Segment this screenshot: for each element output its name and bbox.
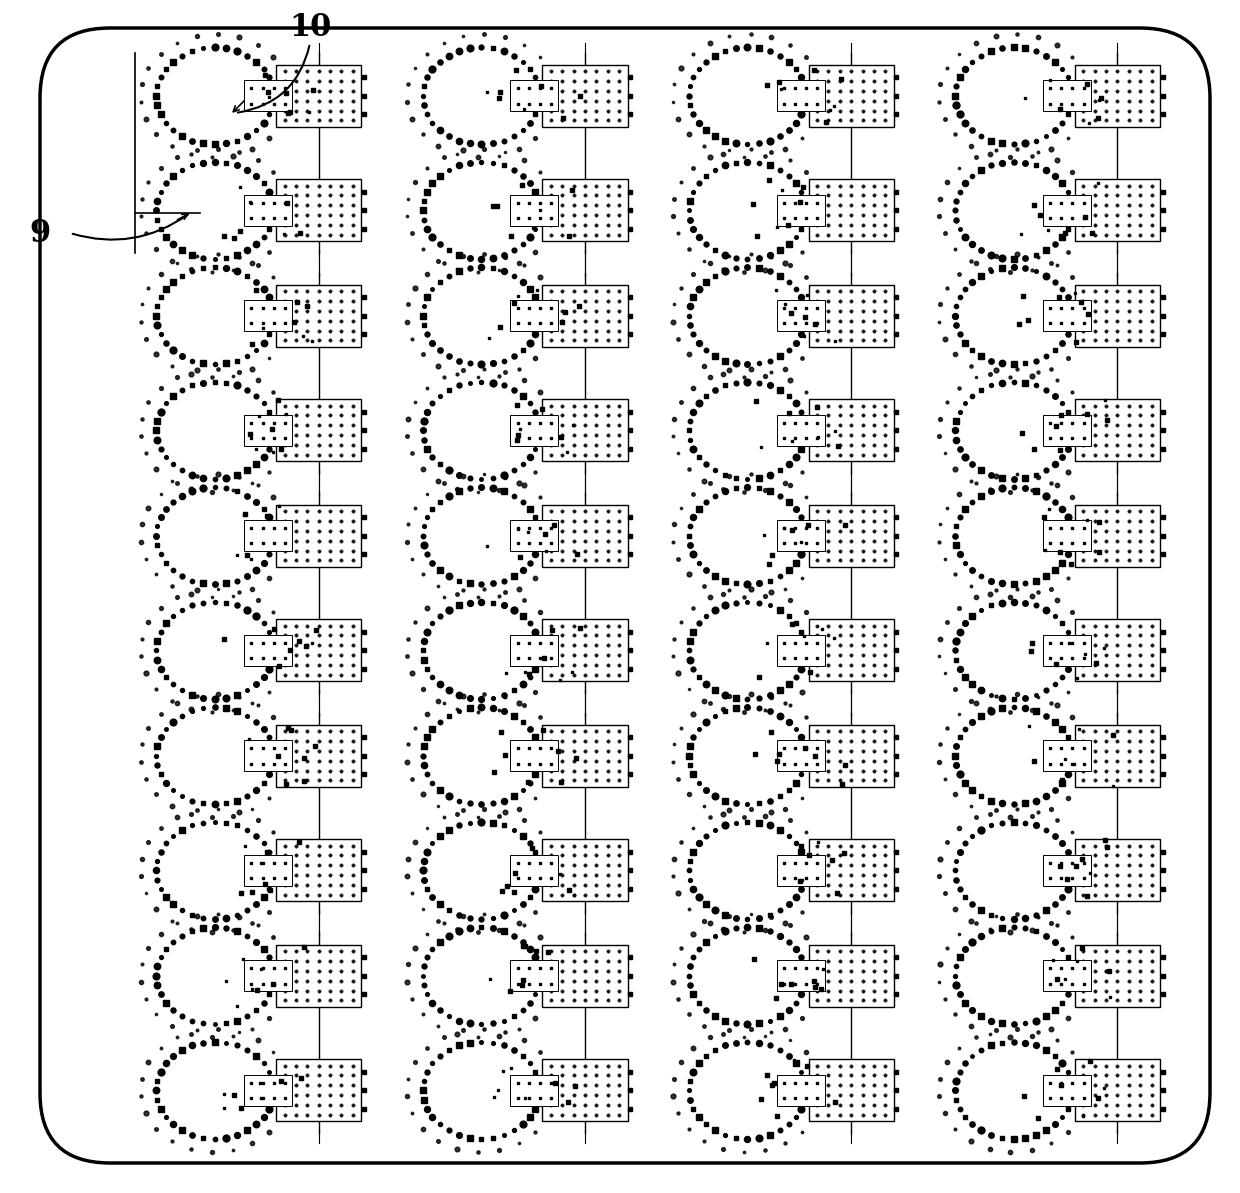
Bar: [511, 741, 558, 771]
Bar: [776, 301, 825, 332]
Bar: [1075, 400, 1161, 460]
Bar: [244, 194, 293, 225]
Bar: [1043, 415, 1091, 446]
Bar: [776, 741, 825, 771]
Bar: [277, 840, 361, 901]
Bar: [244, 635, 293, 666]
Bar: [511, 194, 558, 225]
Bar: [808, 725, 894, 786]
Bar: [244, 741, 293, 771]
Bar: [542, 1059, 627, 1121]
Bar: [808, 505, 894, 567]
Bar: [277, 1059, 361, 1121]
Bar: [1043, 301, 1091, 332]
Bar: [244, 415, 293, 446]
FancyArrowPatch shape: [238, 45, 310, 112]
Bar: [511, 635, 558, 666]
Bar: [277, 945, 361, 1007]
Bar: [1043, 741, 1091, 771]
Bar: [542, 64, 627, 126]
Bar: [542, 840, 627, 901]
Bar: [808, 64, 894, 126]
Bar: [1043, 520, 1091, 551]
Bar: [1075, 1059, 1161, 1121]
Bar: [277, 64, 361, 126]
Bar: [244, 855, 293, 885]
Text: 10: 10: [289, 12, 331, 43]
Bar: [776, 80, 825, 111]
Bar: [542, 400, 627, 460]
Bar: [511, 855, 558, 885]
Bar: [277, 285, 361, 347]
Bar: [511, 1075, 558, 1106]
Bar: [776, 415, 825, 446]
Bar: [542, 619, 627, 681]
Bar: [1075, 64, 1161, 126]
Bar: [277, 619, 361, 681]
Text: 9: 9: [30, 217, 51, 248]
Bar: [1075, 505, 1161, 567]
Bar: [1043, 960, 1091, 991]
Bar: [511, 960, 558, 991]
Bar: [1075, 285, 1161, 347]
Bar: [1043, 80, 1091, 111]
Bar: [776, 855, 825, 885]
Bar: [776, 960, 825, 991]
FancyArrowPatch shape: [73, 215, 187, 240]
Bar: [542, 945, 627, 1007]
Bar: [808, 945, 894, 1007]
Bar: [511, 301, 558, 332]
Bar: [244, 80, 293, 111]
Bar: [808, 619, 894, 681]
Bar: [542, 285, 627, 347]
Bar: [542, 505, 627, 567]
Bar: [542, 179, 627, 241]
Bar: [808, 840, 894, 901]
Bar: [776, 635, 825, 666]
Bar: [511, 80, 558, 111]
Bar: [1043, 1075, 1091, 1106]
Bar: [1043, 855, 1091, 885]
Bar: [244, 960, 293, 991]
Bar: [776, 520, 825, 551]
Bar: [776, 1075, 825, 1106]
FancyBboxPatch shape: [40, 27, 1210, 1163]
Bar: [277, 725, 361, 786]
Bar: [244, 520, 293, 551]
Bar: [511, 520, 558, 551]
Bar: [1043, 194, 1091, 225]
Bar: [1075, 840, 1161, 901]
Bar: [244, 301, 293, 332]
Bar: [542, 725, 627, 786]
Bar: [277, 505, 361, 567]
Bar: [808, 1059, 894, 1121]
Bar: [776, 194, 825, 225]
Bar: [244, 1075, 293, 1106]
Bar: [1075, 725, 1161, 786]
Bar: [808, 400, 894, 460]
Bar: [1075, 619, 1161, 681]
Bar: [511, 415, 558, 446]
Bar: [808, 179, 894, 241]
Bar: [277, 179, 361, 241]
Bar: [1043, 635, 1091, 666]
Bar: [808, 285, 894, 347]
Bar: [1075, 179, 1161, 241]
Bar: [277, 400, 361, 460]
Bar: [1075, 945, 1161, 1007]
